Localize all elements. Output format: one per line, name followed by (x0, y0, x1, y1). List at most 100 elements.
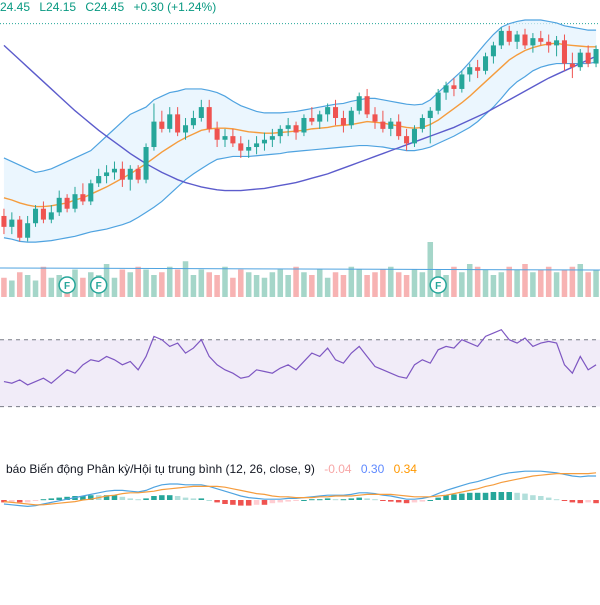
macd-histogram-bar (482, 492, 489, 500)
moving-average-long-line (3, 44, 597, 192)
candle-body (419, 117, 425, 129)
volume-bar (198, 269, 205, 297)
candle-body (198, 107, 204, 118)
volume-bar (103, 264, 110, 297)
macd-histogram-bar (245, 500, 252, 506)
candle-body (506, 30, 512, 42)
rsi-band-fill (0, 339, 600, 407)
macd-histogram-bar (80, 496, 86, 500)
dividend-marker (429, 276, 447, 294)
candle-body (64, 197, 70, 209)
macd-histogram-bar (64, 496, 70, 500)
volume-bar (332, 272, 339, 297)
candle-body (333, 107, 339, 118)
candle-body (475, 67, 481, 71)
candle-body (33, 208, 39, 224)
macd-histogram-value: -0.04 (324, 462, 352, 476)
volume-bar (238, 269, 244, 297)
volume-bar (119, 269, 126, 297)
volume-bar (482, 269, 489, 297)
macd-histogram-bar (16, 500, 23, 503)
candle-body (569, 63, 575, 68)
volume-bar (514, 269, 520, 297)
volume-bar (9, 280, 15, 297)
macd-histogram-bar (159, 495, 165, 500)
candle-body (254, 143, 260, 148)
macd-histogram-bar (285, 500, 291, 502)
macd-histogram-bar (48, 498, 55, 500)
macd-histogram-bar (530, 495, 536, 500)
macd-histogram-bar (577, 500, 584, 504)
candle-body (175, 114, 181, 133)
candle-body (277, 128, 283, 137)
macd-histogram-bar (119, 496, 126, 500)
volume-bar (364, 275, 370, 297)
macd-histogram-bar (474, 492, 481, 500)
dividend-marker-label: F (64, 281, 70, 292)
candle-body (135, 168, 141, 180)
macd-histogram-bar (88, 495, 94, 500)
macd-histogram-bar (277, 500, 284, 503)
candle-body (72, 194, 78, 209)
open-value: 24.45 (0, 0, 31, 14)
macd-histogram-bar (253, 500, 260, 505)
volume-bar (277, 269, 284, 297)
volume-bar (466, 264, 473, 297)
volume-bar (324, 277, 331, 297)
volume-bar (403, 275, 410, 297)
macd-indicator-label: báo Biến động Phân kỳ/Hội tụ trung bình … (6, 462, 315, 476)
volume-bar (577, 264, 584, 297)
volume-bar (230, 277, 236, 297)
candle-body (56, 197, 62, 213)
macd-histogram-bar (40, 499, 47, 501)
moving-average-mid-line (3, 42, 597, 208)
dividend-marker (89, 276, 108, 294)
ohlc-legend: 24.45 L24.15 C24.45 +0.30 (+1.24%) (0, 0, 216, 14)
macd-histogram-bar (261, 500, 268, 505)
candle-body (159, 121, 165, 129)
candle-body (309, 117, 315, 122)
bollinger-upper-line (3, 19, 597, 174)
candle-body (490, 45, 496, 57)
macd-histogram-bar (151, 496, 157, 500)
macd-histogram-bar (9, 500, 15, 503)
macd-histogram-bar (340, 499, 347, 501)
volume-bar (459, 272, 465, 297)
macd-histogram-bar (451, 494, 457, 500)
macd-histogram-bar (443, 495, 449, 500)
candle-body (238, 143, 244, 151)
volume-bar (506, 266, 512, 297)
candle-body (396, 121, 402, 137)
macd-histogram-bar (190, 498, 197, 500)
macd-line (3, 470, 597, 508)
candle-body (380, 121, 386, 129)
candle-body (411, 128, 417, 144)
candle-body (561, 40, 567, 64)
volume-bar (545, 266, 552, 297)
volume-bar (48, 277, 55, 297)
candle-body (285, 125, 291, 129)
macd-histogram-bar (514, 492, 520, 500)
volume-bar (395, 272, 402, 297)
candle-body (111, 168, 117, 173)
candle-body (514, 34, 520, 42)
candle-body (427, 110, 433, 118)
macd-histogram-bar (293, 500, 299, 501)
volume-bar (490, 275, 497, 297)
candle-body (364, 96, 370, 115)
dividend-marker-label: F (435, 281, 441, 292)
volume-bar (166, 266, 173, 297)
macd-histogram-bar (364, 498, 370, 500)
volume-bar (522, 264, 528, 297)
volume-bar (190, 275, 197, 297)
candle-body (25, 223, 31, 238)
volume-bar (135, 266, 141, 297)
candle-body (372, 114, 378, 122)
volume-bar (32, 280, 39, 297)
volume-bar (143, 269, 149, 297)
macd-histogram-bar (435, 497, 441, 500)
macd-histogram-bar (24, 500, 31, 503)
candle-body (585, 52, 591, 64)
